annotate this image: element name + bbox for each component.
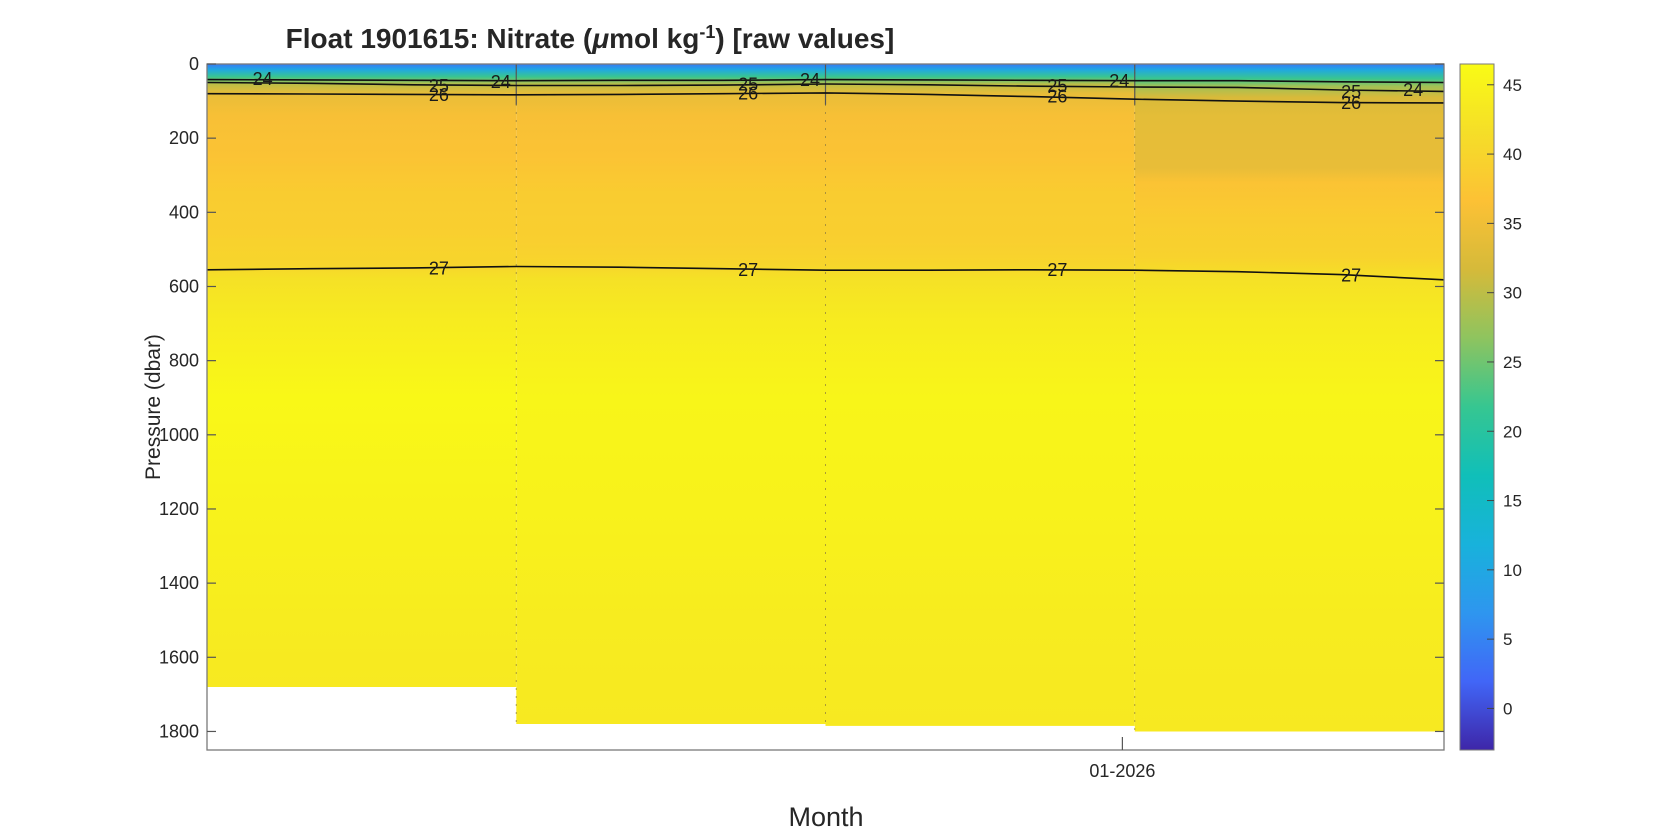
y-tick-label: 800 [169,351,199,371]
contour-label: 24 [253,69,273,89]
y-tick-label: 1400 [159,573,199,593]
contour-line-27 [206,265,1445,281]
contour-label: 25 [1047,76,1067,96]
contour-line-25 [206,81,1445,93]
chart-title: Float 1901615: Nitrate (μmol kg-1) [raw … [286,22,895,54]
contour-label: 25 [1341,82,1361,102]
contour-label: 27 [1341,265,1361,285]
plot-frame [206,63,1445,751]
colorbar-tick-label: 45 [1503,76,1522,95]
y-tick-label: 1800 [159,721,199,741]
colorbar-tick-label: 10 [1503,561,1522,580]
colorbar-tick-label: 30 [1503,284,1522,303]
profile-column [207,64,517,687]
x-axis-label: Month [788,802,863,832]
x-tick-label: 01-2026 [1089,761,1155,781]
contour-label: 26 [738,84,758,104]
contour-label: 25 [738,74,758,94]
contour-label: 26 [429,85,449,105]
contour-label: 27 [1047,260,1067,280]
colorbar-tick-label: 5 [1503,630,1512,649]
profile-column [825,64,1135,726]
contour-label: 27 [738,260,758,280]
colorbar: 0 5 10 15 20 25 30 35 40 45 [1459,63,1522,751]
y-axis-ticks: 0 200 400 600 800 1000 1200 1400 1600 1800 [159,54,1444,741]
contour-label: 26 [1047,87,1067,107]
x-axis-ticks: 01-2026 [1089,737,1155,781]
density-contours [206,78,1445,281]
colorbar-gradient [1459,63,1495,751]
colorbar-tick-label: 15 [1503,492,1522,511]
contour-label: 24 [491,72,511,92]
contour-line-26 [206,92,1445,104]
y-tick-label: 0 [189,54,199,74]
colorbar-tick-label: 25 [1503,353,1522,372]
contour-line-24 [206,78,1445,84]
nitrate-heatmap [207,64,1445,732]
contour-label: 26 [1341,93,1361,113]
contour-label: 24 [800,70,820,90]
contour-label: 24 [1403,80,1423,100]
colorbar-tick-label: 35 [1503,214,1522,233]
y-tick-label: 1000 [159,425,199,445]
colorbar-tick-label: 40 [1503,145,1522,164]
y-tick-label: 200 [169,128,199,148]
profile-column [1134,64,1445,732]
profile-column [516,64,826,724]
contour-label: 27 [429,258,449,278]
y-tick-label: 1200 [159,499,199,519]
y-tick-label: 600 [169,276,199,296]
contour-label: 24 [1109,71,1129,91]
y-axis-label: Pressure (dbar) [142,334,165,480]
colorbar-tick-label: 0 [1503,699,1512,718]
y-tick-label: 1600 [159,647,199,667]
colorbar-tick-label: 20 [1503,422,1522,441]
y-tick-label: 400 [169,202,199,222]
contour-label: 25 [429,76,449,96]
